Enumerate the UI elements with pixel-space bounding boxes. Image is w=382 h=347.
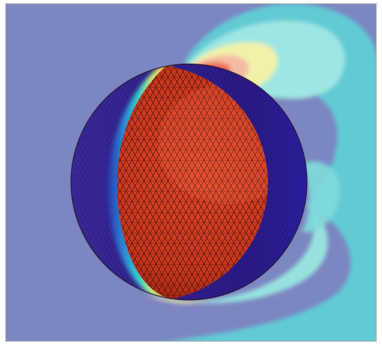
image-frame xyxy=(5,3,377,342)
contour-right-band xyxy=(302,161,340,233)
sphere-lit-face xyxy=(116,66,268,299)
sphere-visualization xyxy=(6,4,376,341)
contour-lower-light-cyan xyxy=(156,204,328,304)
sphere-outline xyxy=(70,63,308,301)
contour-lower-yellow xyxy=(146,294,211,304)
sphere xyxy=(70,63,308,301)
